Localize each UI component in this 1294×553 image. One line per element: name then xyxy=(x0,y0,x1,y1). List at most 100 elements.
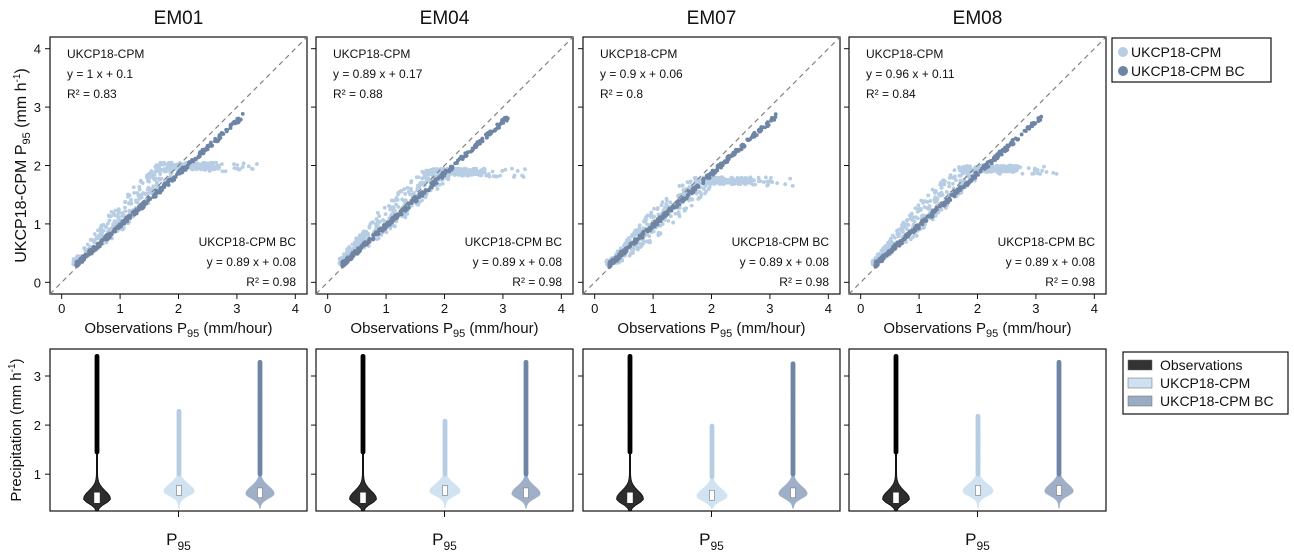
cpm-point xyxy=(107,218,112,223)
cpm-point xyxy=(919,198,924,203)
cpm-point xyxy=(105,221,110,226)
cpm-bc-point xyxy=(188,160,193,165)
cpm-point xyxy=(424,177,429,181)
outlier-point xyxy=(523,359,529,365)
cpm-point xyxy=(909,211,914,216)
cpm-bc-point xyxy=(231,121,236,125)
cpm-point xyxy=(415,186,420,191)
cpm-point xyxy=(137,187,142,192)
cpm-point xyxy=(440,181,445,186)
cpm-bc-point xyxy=(185,165,190,170)
cpm-stats-equation: y = 0.96 x + 0.11 xyxy=(866,67,955,81)
cpm-point xyxy=(673,211,678,216)
cpm-point xyxy=(658,231,663,236)
cpm-point xyxy=(914,215,918,220)
cpm-point xyxy=(487,174,492,179)
cpm-point xyxy=(200,162,205,167)
cpm-point xyxy=(403,215,408,220)
cpm-bc-point xyxy=(351,250,355,255)
cpm-point xyxy=(460,173,465,178)
cpm-point xyxy=(424,169,429,173)
cpm-point xyxy=(503,167,508,172)
cpm-bc-point xyxy=(766,123,771,127)
cpm-bc-point xyxy=(453,161,458,166)
cpm-point xyxy=(908,237,913,242)
cpm-point xyxy=(1040,168,1045,173)
x-tick-label: 3 xyxy=(766,301,773,316)
cpm-point xyxy=(498,173,503,178)
cpm-point xyxy=(157,177,162,182)
cpm-bc-point xyxy=(999,152,1004,157)
cpm-point xyxy=(639,243,644,248)
cpm-point xyxy=(940,182,944,187)
cpm-bc-point xyxy=(719,165,723,169)
cpm-bc-point xyxy=(125,219,130,224)
bc-stats-r2: R² = 0.98 xyxy=(246,275,296,289)
cpm-point xyxy=(129,198,133,202)
cpm-bc-point xyxy=(413,199,418,204)
cpm-point xyxy=(147,171,151,176)
cpm-point xyxy=(114,221,119,225)
median-box xyxy=(709,490,715,501)
bc-stats-equation: y = 0.89 x + 0.08 xyxy=(1006,255,1096,269)
cpm-point xyxy=(359,238,364,243)
cpm-point xyxy=(196,164,201,169)
cpm-point xyxy=(766,182,771,187)
cpm-bc-point xyxy=(136,205,141,210)
cpm-bc-point xyxy=(742,145,746,149)
x-tick-label: 2 xyxy=(441,301,448,316)
legend-bottom: Observations UKCP18-CPM UKCP18-CPM BC xyxy=(1122,351,1289,415)
cpm-point xyxy=(790,183,795,188)
y-tick-label: 0 xyxy=(34,275,41,290)
cpm-point xyxy=(752,178,756,183)
median-box xyxy=(1056,485,1062,496)
cpm-bc-point xyxy=(1006,144,1011,149)
cpm-bc-point xyxy=(690,191,694,196)
cpm-point xyxy=(462,170,467,175)
cpm-point xyxy=(158,172,163,177)
cpm-bc-point xyxy=(707,174,712,178)
x-tick-label: 0 xyxy=(857,301,864,316)
cpm-point xyxy=(925,200,930,204)
x-tick-label: 0 xyxy=(591,301,598,316)
cpm-point xyxy=(944,189,949,194)
cpm-point xyxy=(940,193,945,197)
cpm-bc-point xyxy=(708,171,713,176)
cpm-point xyxy=(367,225,372,230)
legend-marker xyxy=(1118,47,1128,57)
cpm-point xyxy=(707,185,712,189)
x-tick-label: 4 xyxy=(292,301,299,316)
cpm-point xyxy=(389,198,394,203)
cpm-point xyxy=(736,182,741,186)
cpm-bc-point xyxy=(732,152,737,157)
cpm-point xyxy=(454,168,459,173)
y-tick-label: 1 xyxy=(34,467,41,482)
cpm-bc-point xyxy=(484,135,489,140)
panel-title: EM01 xyxy=(154,8,204,29)
cpm-stats-r2: R² = 0.8 xyxy=(600,87,643,101)
legend-swatch xyxy=(1127,359,1153,371)
cpm-point xyxy=(490,169,495,174)
cpm-point xyxy=(712,178,717,182)
legend-frame xyxy=(1111,37,1272,83)
cpm-bc-point xyxy=(162,185,167,190)
cpm-point xyxy=(495,174,499,179)
panel-title: EM07 xyxy=(687,8,737,29)
cpm-bc-point xyxy=(874,263,879,268)
median-box xyxy=(442,485,448,496)
cpm-point xyxy=(423,195,428,200)
median-box xyxy=(360,492,366,503)
cpm-point xyxy=(396,190,401,195)
median-box xyxy=(975,485,981,496)
cpm-bc-point xyxy=(648,228,653,233)
cpm-bc-point xyxy=(745,137,750,142)
cpm-bc-point xyxy=(141,202,146,207)
cpm-stats-r2: R² = 0.84 xyxy=(866,87,916,101)
cpm-point xyxy=(515,169,520,173)
cpm-point xyxy=(422,180,427,185)
violin-ukcp18-cpm xyxy=(429,418,461,509)
cpm-bc-point xyxy=(692,186,697,191)
cpm-point xyxy=(910,218,915,222)
cpm-point xyxy=(482,170,486,175)
